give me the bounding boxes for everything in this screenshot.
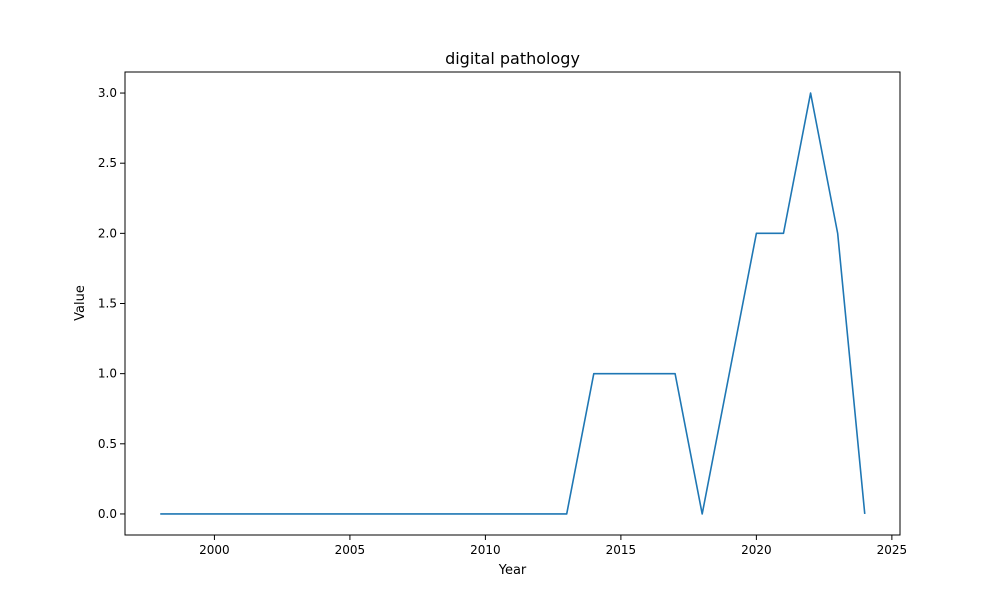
x-tick-label: 2010	[470, 543, 501, 557]
y-tick-label: 1.5	[98, 297, 117, 311]
y-tick-label: 1.0	[98, 367, 117, 381]
x-tick-label: 2025	[877, 543, 908, 557]
series-line	[160, 93, 865, 514]
y-tick-label: 2.5	[98, 156, 117, 170]
y-axis-label: Value	[73, 285, 88, 321]
plot-area: 2000 2005 2010 2015 2020 2025 0.0 0.5 1.0 1.5 2.0 2…	[98, 72, 907, 557]
y-tick-label: 2.0	[98, 226, 117, 240]
x-tick-label: 2020	[741, 543, 772, 557]
y-tick-label: 0.5	[98, 437, 117, 451]
y-tick-label: 0.0	[98, 507, 117, 521]
plot-frame	[125, 72, 900, 535]
x-axis-label: Year	[498, 563, 527, 578]
x-tick-label: 2015	[606, 543, 637, 557]
x-tick-label: 2005	[335, 543, 366, 557]
chart-title: digital pathology	[445, 49, 580, 68]
x-tick-label: 2000	[199, 543, 230, 557]
y-tick-label: 3.0	[98, 86, 117, 100]
